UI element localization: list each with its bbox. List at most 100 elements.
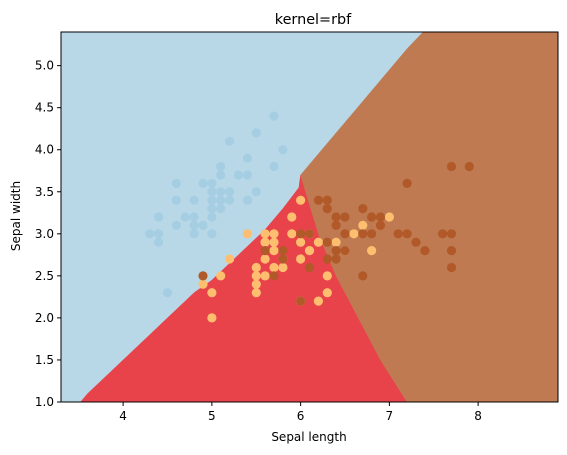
data-point-versicolor — [296, 254, 306, 264]
data-point-setosa — [269, 111, 279, 121]
data-point-virginica — [446, 161, 457, 172]
data-point-setosa — [189, 212, 199, 222]
data-point-setosa — [251, 128, 261, 138]
data-point-versicolor — [269, 229, 279, 239]
data-point-setosa — [189, 195, 199, 205]
chart-title: kernel=rbf — [275, 12, 352, 28]
data-point-versicolor — [296, 195, 306, 205]
data-point-virginica — [358, 229, 368, 239]
data-point-virginica — [438, 229, 448, 239]
data-point-versicolor — [260, 237, 270, 247]
data-point-virginica — [322, 237, 332, 247]
data-point-versicolor — [367, 246, 377, 256]
data-point-setosa — [225, 195, 235, 205]
data-point-setosa — [216, 204, 226, 214]
data-point-setosa — [180, 212, 190, 222]
data-point-virginica — [446, 229, 457, 239]
data-point-versicolor — [216, 271, 226, 281]
data-point-virginica — [446, 246, 457, 256]
data-point-virginica — [358, 204, 368, 214]
data-point-versicolor — [296, 237, 306, 247]
data-point-setosa — [207, 204, 217, 214]
data-point-setosa — [216, 161, 226, 172]
data-point-virginica — [393, 229, 403, 239]
data-point-virginica — [340, 246, 350, 256]
x-tick-label: 6 — [297, 409, 305, 423]
data-point-virginica — [331, 254, 341, 264]
data-point-virginica — [278, 254, 288, 264]
data-point-setosa — [207, 187, 217, 197]
y-tick-label: 1.5 — [35, 353, 54, 367]
data-point-virginica — [198, 271, 208, 281]
data-point-setosa — [171, 220, 181, 230]
data-point-setosa — [225, 187, 235, 197]
data-point-virginica — [296, 296, 306, 306]
x-tick-label: 7 — [386, 409, 394, 423]
data-point-versicolor — [225, 254, 235, 264]
data-point-versicolor — [260, 229, 270, 239]
data-point-setosa — [154, 237, 164, 247]
data-point-virginica — [260, 246, 270, 256]
data-point-setosa — [278, 145, 288, 155]
data-point-setosa — [145, 229, 155, 239]
y-tick-label: 2.5 — [35, 269, 54, 283]
data-point-virginica — [402, 229, 412, 239]
data-point-setosa — [207, 229, 217, 239]
y-axis-ticks: 1.0 1.5 2.0 2.5 3.0 3.5 4.0 4.5 5.0 — [35, 59, 61, 409]
y-tick-label: 4.5 — [35, 101, 54, 115]
decision-region-virginica — [300, 32, 558, 402]
data-point-virginica — [375, 220, 386, 230]
data-point-virginica — [340, 212, 350, 222]
data-point-versicolor — [349, 229, 359, 239]
data-point-virginica — [322, 195, 332, 205]
data-point-versicolor — [260, 254, 270, 264]
scatter-points — [145, 111, 474, 323]
data-point-setosa — [233, 170, 244, 180]
data-point-versicolor — [251, 288, 261, 298]
data-point-setosa — [216, 195, 226, 205]
data-point-setosa — [207, 212, 217, 222]
data-point-virginica — [331, 220, 341, 230]
y-tick-label: 5.0 — [35, 59, 54, 73]
data-point-virginica — [367, 212, 377, 222]
data-point-versicolor — [207, 288, 217, 298]
data-point-virginica — [420, 246, 430, 256]
data-point-virginica — [358, 271, 368, 281]
data-point-setosa — [216, 187, 226, 197]
data-point-versicolor — [251, 279, 261, 289]
data-point-setosa — [198, 220, 208, 230]
decision-regions — [61, 32, 558, 402]
data-point-versicolor — [269, 262, 279, 273]
data-point-versicolor — [384, 212, 394, 222]
data-point-setosa — [162, 288, 173, 298]
data-point-setosa — [207, 195, 217, 205]
data-point-setosa — [171, 195, 181, 205]
data-point-versicolor — [287, 229, 297, 239]
x-tick-label: 5 — [208, 409, 216, 423]
data-point-versicolor — [322, 288, 332, 298]
data-point-versicolor — [304, 246, 315, 256]
y-tick-label: 1.0 — [35, 395, 54, 409]
data-point-virginica — [304, 262, 315, 273]
data-point-versicolor — [251, 271, 261, 281]
data-point-virginica — [411, 237, 421, 247]
data-point-setosa — [225, 136, 235, 146]
data-point-setosa — [269, 161, 279, 172]
data-point-virginica — [322, 204, 332, 214]
data-point-virginica — [446, 262, 457, 273]
x-tick-label: 4 — [119, 409, 127, 423]
data-point-versicolor — [331, 237, 341, 247]
data-point-virginica — [304, 229, 315, 239]
data-point-versicolor — [287, 212, 297, 222]
data-point-virginica — [313, 195, 323, 205]
y-tick-label: 2.0 — [35, 311, 54, 325]
data-point-setosa — [242, 153, 252, 163]
data-point-setosa — [242, 195, 252, 205]
data-point-setosa — [251, 187, 261, 197]
data-point-setosa — [207, 178, 217, 188]
data-point-versicolor — [313, 296, 323, 306]
data-point-setosa — [216, 170, 226, 180]
data-point-setosa — [189, 220, 199, 230]
data-point-versicolor — [269, 246, 279, 256]
